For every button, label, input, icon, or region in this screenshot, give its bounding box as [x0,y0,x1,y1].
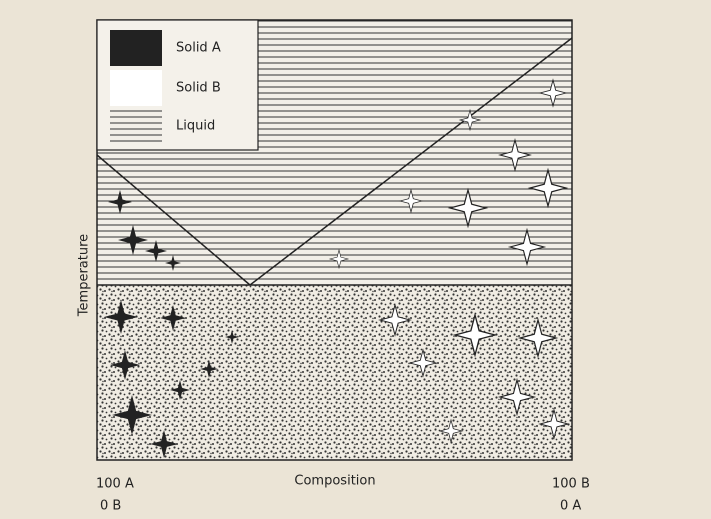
solid-region [97,285,572,460]
legend-swatch-solid-a [110,30,162,66]
y-axis-label: Temperature [77,234,92,317]
x-axis-label: Composition [294,474,375,489]
corner-label: 100 A [96,477,134,492]
diagram: Solid A Solid B Liquid Temperature Compo… [0,0,711,519]
corner-label: 0 B [100,499,121,514]
legend: Solid A Solid B Liquid [97,20,258,150]
legend-label: Solid B [176,81,221,96]
corner-label: 100 B [552,477,590,492]
legend-label: Liquid [176,119,215,134]
corner-label: 0 A [560,499,581,514]
legend-swatch-liquid [110,110,162,142]
page: Solid A Solid B Liquid Temperature Compo… [0,0,711,519]
legend-label: Solid A [176,41,221,56]
legend-swatch-solid-b [110,70,162,106]
